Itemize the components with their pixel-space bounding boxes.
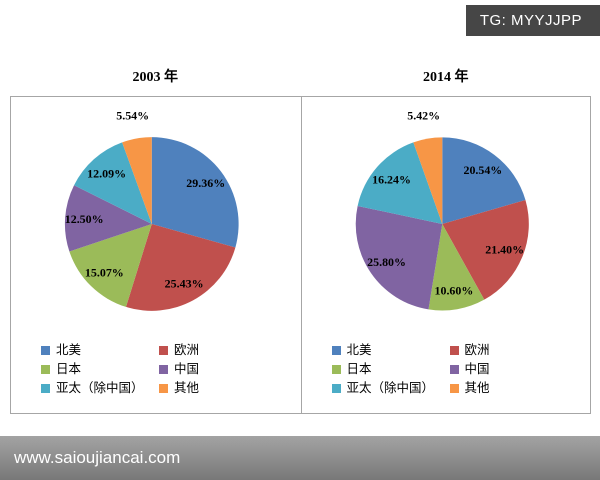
legend-swatch-europe: [159, 345, 168, 355]
legend-item-other: 其他: [449, 381, 600, 395]
legend-label: 中国: [464, 362, 490, 376]
chart-title-2003: 2003 年: [132, 70, 179, 85]
legend-swatch-japan: [41, 364, 50, 374]
charts-frame: 29.36% 25.43% 15.07% 12.50% 12.09% 5.54% 北美 欧…: [10, 96, 591, 414]
pie-label-2: 10.60%: [434, 283, 473, 297]
legend-swatch-north-america: [331, 345, 341, 355]
legend-label: 其他: [464, 381, 490, 395]
pie-panel-2014: 20.54% 21.40% 10.60% 25.80% 16.24% 5.42% 北美 欧…: [300, 97, 591, 413]
chart-titles-row: 2003 年 2014 年: [10, 66, 591, 86]
pie-slice-4: [357, 142, 442, 224]
legend-label: 北美: [346, 343, 372, 357]
legend-swatch-asia-pacific: [331, 383, 341, 393]
pie-slice-0: [441, 137, 525, 224]
legend-item-europe: 欧洲: [159, 343, 309, 357]
legend-item-japan: 日本: [41, 362, 159, 376]
legend-item-europe: 欧洲: [449, 343, 600, 357]
pie-label-2: 15.07%: [85, 265, 124, 279]
pie-slice-2: [428, 223, 484, 311]
pie-label-0: 29.36%: [186, 176, 225, 190]
pie-chart-2003: 29.36% 25.43% 15.07% 12.50% 12.09% 5.54%: [64, 108, 239, 311]
legend-swatch-china: [159, 364, 168, 374]
pie-slice-3: [64, 185, 152, 252]
legend-swatch-other: [449, 383, 459, 393]
legend-label: 欧洲: [464, 343, 490, 357]
legend-item-north-america: 北美: [41, 343, 159, 357]
legend-swatch-japan: [331, 364, 341, 374]
legend-label: 日本: [346, 362, 372, 376]
legend-swatch-north-america: [41, 345, 50, 355]
pie-label-1: 25.43%: [165, 276, 204, 290]
legend-2003: 北美 欧洲 日本 中国 亚太（除中国） 其他: [11, 343, 301, 395]
footer-watermark-bar: www.saioujiancai.com: [0, 436, 600, 480]
legend-swatch-other: [159, 383, 168, 393]
pie-slice-5: [122, 137, 152, 224]
legend-label: 其他: [174, 381, 200, 395]
chart-title-2014: 2014 年: [423, 70, 469, 85]
legend-label: 亚太（除中国）: [346, 381, 435, 395]
pie-label-3: 25.80%: [367, 255, 406, 269]
pie-label-0: 20.54%: [463, 163, 502, 177]
legend-label: 欧洲: [174, 343, 200, 357]
legend-swatch-europe: [449, 345, 459, 355]
pie-slice-4: [74, 142, 152, 224]
pie-label-5: 5.54%: [116, 108, 149, 122]
telegram-watermark: TG: MYYJJPP: [465, 5, 600, 36]
pie-label-4: 16.24%: [372, 172, 411, 186]
legend-label: 亚太（除中国）: [56, 381, 144, 395]
legend-item-asia-pacific: 亚太（除中国）: [331, 381, 450, 395]
pie-slice-5: [412, 137, 442, 224]
pie-label-5: 5.42%: [407, 109, 440, 123]
legend-2014: 北美 欧洲 日本 中国 亚太（除中国） 其他: [302, 343, 591, 395]
legend-swatch-asia-pacific: [41, 383, 50, 393]
legend-item-japan: 日本: [331, 362, 450, 376]
legend-item-other: 其他: [159, 381, 309, 395]
legend-item-north-america: 北美: [331, 343, 450, 357]
pie-slice-1: [125, 223, 236, 311]
pie-chart-2014: 20.54% 21.40% 10.60% 25.80% 16.24% 5.42%: [355, 109, 529, 311]
footer-url: www.saioujiancai.com: [14, 448, 181, 467]
legend-swatch-china: [449, 364, 459, 374]
pie-label-3: 12.50%: [65, 212, 104, 226]
legend-item-china: 中国: [159, 362, 309, 376]
legend-label: 中国: [174, 362, 200, 376]
pie-panel-2003: 29.36% 25.43% 15.07% 12.50% 12.09% 5.54% 北美 欧…: [11, 97, 301, 413]
pie-slice-2: [69, 223, 152, 307]
legend-label: 日本: [56, 362, 82, 376]
legend-label: 北美: [56, 343, 82, 357]
pie-slice-0: [151, 137, 239, 248]
legend-item-china: 中国: [449, 362, 600, 376]
pie-slice-1: [441, 200, 529, 300]
legend-item-asia-pacific: 亚太（除中国）: [41, 381, 159, 395]
pie-slice-3: [355, 205, 442, 310]
pie-label-4: 12.09%: [87, 166, 126, 180]
pie-label-1: 21.40%: [485, 243, 524, 257]
